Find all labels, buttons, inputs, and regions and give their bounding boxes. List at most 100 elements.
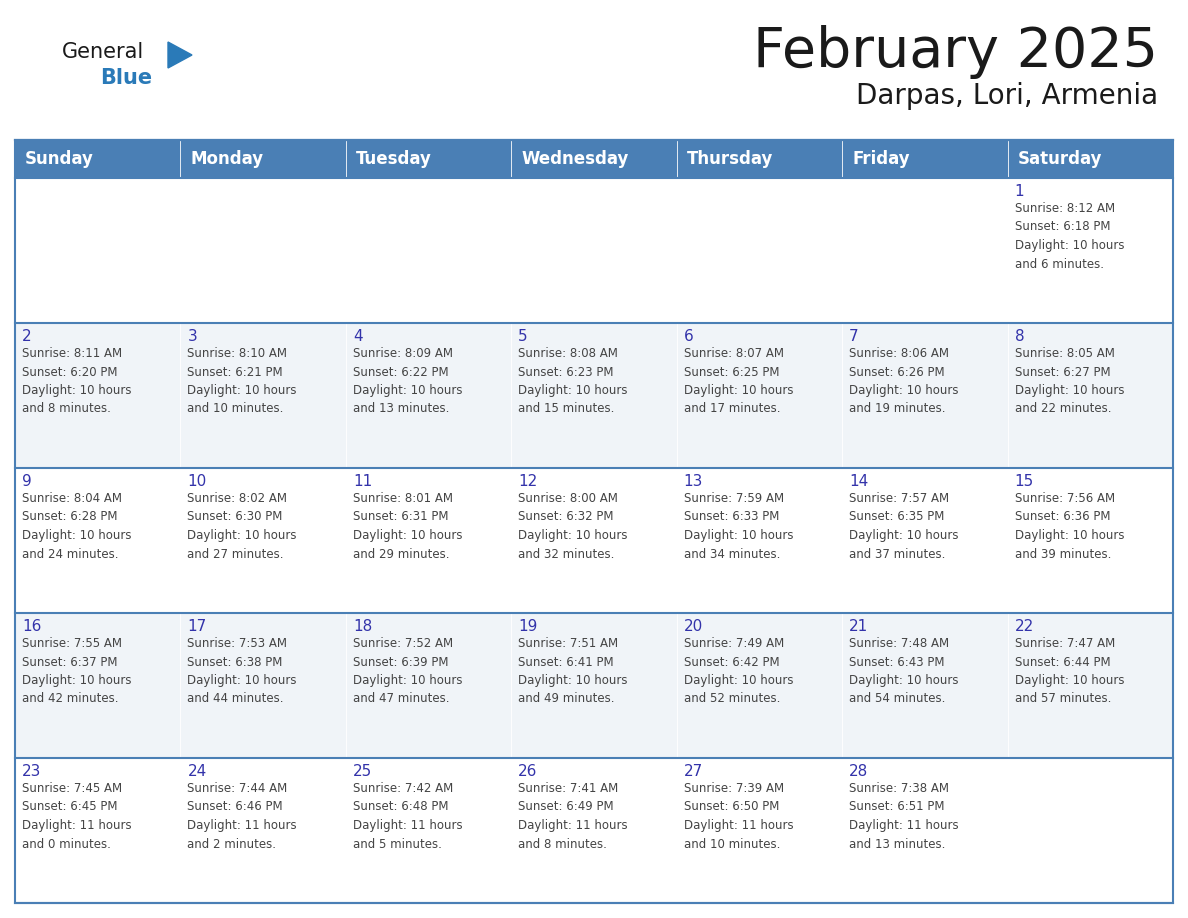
Text: Sunrise: 7:38 AM
Sunset: 6:51 PM
Daylight: 11 hours
and 13 minutes.: Sunrise: 7:38 AM Sunset: 6:51 PM Dayligh… [849, 782, 959, 850]
Bar [677, 468, 842, 613]
Text: Tuesday: Tuesday [356, 150, 431, 168]
Text: Sunrise: 7:48 AM
Sunset: 6:43 PM
Daylight: 10 hours
and 54 minutes.: Sunrise: 7:48 AM Sunset: 6:43 PM Dayligh… [849, 637, 959, 706]
Bar [181, 140, 346, 178]
Text: Sunday: Sunday [25, 150, 94, 168]
Text: 10: 10 [188, 474, 207, 489]
Text: 16: 16 [23, 619, 42, 634]
Bar [346, 613, 511, 758]
Text: Sunrise: 7:45 AM
Sunset: 6:45 PM
Daylight: 11 hours
and 0 minutes.: Sunrise: 7:45 AM Sunset: 6:45 PM Dayligh… [23, 782, 132, 850]
Bar [181, 468, 346, 613]
Bar [1007, 613, 1173, 758]
Bar [511, 178, 677, 323]
Bar [181, 178, 346, 323]
Text: 11: 11 [353, 474, 372, 489]
Text: 22: 22 [1015, 619, 1034, 634]
Bar [346, 140, 511, 178]
Text: Sunrise: 8:08 AM
Sunset: 6:23 PM
Daylight: 10 hours
and 15 minutes.: Sunrise: 8:08 AM Sunset: 6:23 PM Dayligh… [518, 347, 627, 416]
Bar [842, 140, 1007, 178]
Text: 18: 18 [353, 619, 372, 634]
Text: Saturday: Saturday [1018, 150, 1102, 168]
Bar [842, 613, 1007, 758]
Bar [1007, 758, 1173, 903]
Bar [842, 323, 1007, 468]
Bar [181, 758, 346, 903]
Text: Sunrise: 8:01 AM
Sunset: 6:31 PM
Daylight: 10 hours
and 29 minutes.: Sunrise: 8:01 AM Sunset: 6:31 PM Dayligh… [353, 492, 462, 561]
Text: Sunrise: 8:09 AM
Sunset: 6:22 PM
Daylight: 10 hours
and 13 minutes.: Sunrise: 8:09 AM Sunset: 6:22 PM Dayligh… [353, 347, 462, 416]
Bar [1007, 468, 1173, 613]
Bar [346, 468, 511, 613]
Bar [346, 758, 511, 903]
Bar [842, 178, 1007, 323]
Text: Monday: Monday [190, 150, 264, 168]
Text: 17: 17 [188, 619, 207, 634]
Text: Sunrise: 8:04 AM
Sunset: 6:28 PM
Daylight: 10 hours
and 24 minutes.: Sunrise: 8:04 AM Sunset: 6:28 PM Dayligh… [23, 492, 132, 561]
Bar [511, 140, 677, 178]
Bar [15, 140, 181, 178]
Text: 8: 8 [1015, 329, 1024, 344]
Text: 23: 23 [23, 764, 42, 779]
Bar [15, 613, 181, 758]
Bar [511, 613, 677, 758]
Text: 19: 19 [518, 619, 538, 634]
Text: Darpas, Lori, Armenia: Darpas, Lori, Armenia [855, 82, 1158, 110]
Text: 2: 2 [23, 329, 32, 344]
Text: 26: 26 [518, 764, 538, 779]
Text: 6: 6 [684, 329, 694, 344]
Text: 13: 13 [684, 474, 703, 489]
Text: Blue: Blue [100, 68, 152, 88]
Bar [1007, 323, 1173, 468]
Text: Sunrise: 7:41 AM
Sunset: 6:49 PM
Daylight: 11 hours
and 8 minutes.: Sunrise: 7:41 AM Sunset: 6:49 PM Dayligh… [518, 782, 628, 850]
Text: 20: 20 [684, 619, 703, 634]
Bar [677, 178, 842, 323]
Text: Sunrise: 8:10 AM
Sunset: 6:21 PM
Daylight: 10 hours
and 10 minutes.: Sunrise: 8:10 AM Sunset: 6:21 PM Dayligh… [188, 347, 297, 416]
Text: 3: 3 [188, 329, 197, 344]
Bar [677, 140, 842, 178]
Bar [346, 178, 511, 323]
Bar [677, 758, 842, 903]
Text: Sunrise: 8:02 AM
Sunset: 6:30 PM
Daylight: 10 hours
and 27 minutes.: Sunrise: 8:02 AM Sunset: 6:30 PM Dayligh… [188, 492, 297, 561]
Text: Sunrise: 7:59 AM
Sunset: 6:33 PM
Daylight: 10 hours
and 34 minutes.: Sunrise: 7:59 AM Sunset: 6:33 PM Dayligh… [684, 492, 794, 561]
Text: 27: 27 [684, 764, 703, 779]
Text: Sunrise: 7:44 AM
Sunset: 6:46 PM
Daylight: 11 hours
and 2 minutes.: Sunrise: 7:44 AM Sunset: 6:46 PM Dayligh… [188, 782, 297, 850]
Text: Sunrise: 8:06 AM
Sunset: 6:26 PM
Daylight: 10 hours
and 19 minutes.: Sunrise: 8:06 AM Sunset: 6:26 PM Dayligh… [849, 347, 959, 416]
Text: Wednesday: Wednesday [522, 150, 628, 168]
Text: Sunrise: 7:51 AM
Sunset: 6:41 PM
Daylight: 10 hours
and 49 minutes.: Sunrise: 7:51 AM Sunset: 6:41 PM Dayligh… [518, 637, 627, 706]
Text: 14: 14 [849, 474, 868, 489]
Bar [511, 468, 677, 613]
Text: Sunrise: 7:56 AM
Sunset: 6:36 PM
Daylight: 10 hours
and 39 minutes.: Sunrise: 7:56 AM Sunset: 6:36 PM Dayligh… [1015, 492, 1124, 561]
Text: 9: 9 [23, 474, 32, 489]
Bar [15, 178, 181, 323]
Bar [511, 758, 677, 903]
Text: Sunrise: 7:47 AM
Sunset: 6:44 PM
Daylight: 10 hours
and 57 minutes.: Sunrise: 7:47 AM Sunset: 6:44 PM Dayligh… [1015, 637, 1124, 706]
Text: 4: 4 [353, 329, 362, 344]
Bar [15, 758, 181, 903]
Text: 1: 1 [1015, 184, 1024, 199]
Text: Friday: Friday [852, 150, 910, 168]
Bar [677, 323, 842, 468]
Text: Sunrise: 8:00 AM
Sunset: 6:32 PM
Daylight: 10 hours
and 32 minutes.: Sunrise: 8:00 AM Sunset: 6:32 PM Dayligh… [518, 492, 627, 561]
Text: Sunrise: 7:39 AM
Sunset: 6:50 PM
Daylight: 11 hours
and 10 minutes.: Sunrise: 7:39 AM Sunset: 6:50 PM Dayligh… [684, 782, 794, 850]
Bar [511, 323, 677, 468]
Polygon shape [168, 42, 192, 68]
Bar [15, 468, 181, 613]
Bar [15, 323, 181, 468]
Text: Sunrise: 8:11 AM
Sunset: 6:20 PM
Daylight: 10 hours
and 8 minutes.: Sunrise: 8:11 AM Sunset: 6:20 PM Dayligh… [23, 347, 132, 416]
Text: Sunrise: 7:57 AM
Sunset: 6:35 PM
Daylight: 10 hours
and 37 minutes.: Sunrise: 7:57 AM Sunset: 6:35 PM Dayligh… [849, 492, 959, 561]
Bar [842, 468, 1007, 613]
Text: Sunrise: 8:12 AM
Sunset: 6:18 PM
Daylight: 10 hours
and 6 minutes.: Sunrise: 8:12 AM Sunset: 6:18 PM Dayligh… [1015, 202, 1124, 271]
Bar [15, 140, 1173, 903]
Text: 5: 5 [518, 329, 527, 344]
Text: February 2025: February 2025 [753, 25, 1158, 79]
Text: Thursday: Thursday [687, 150, 773, 168]
Text: 7: 7 [849, 329, 859, 344]
Bar [677, 613, 842, 758]
Text: Sunrise: 7:49 AM
Sunset: 6:42 PM
Daylight: 10 hours
and 52 minutes.: Sunrise: 7:49 AM Sunset: 6:42 PM Dayligh… [684, 637, 794, 706]
Bar [842, 758, 1007, 903]
Text: 15: 15 [1015, 474, 1034, 489]
Text: 12: 12 [518, 474, 537, 489]
Text: 25: 25 [353, 764, 372, 779]
Text: 24: 24 [188, 764, 207, 779]
Text: Sunrise: 7:52 AM
Sunset: 6:39 PM
Daylight: 10 hours
and 47 minutes.: Sunrise: 7:52 AM Sunset: 6:39 PM Dayligh… [353, 637, 462, 706]
Text: Sunrise: 7:42 AM
Sunset: 6:48 PM
Daylight: 11 hours
and 5 minutes.: Sunrise: 7:42 AM Sunset: 6:48 PM Dayligh… [353, 782, 462, 850]
Bar [1007, 178, 1173, 323]
